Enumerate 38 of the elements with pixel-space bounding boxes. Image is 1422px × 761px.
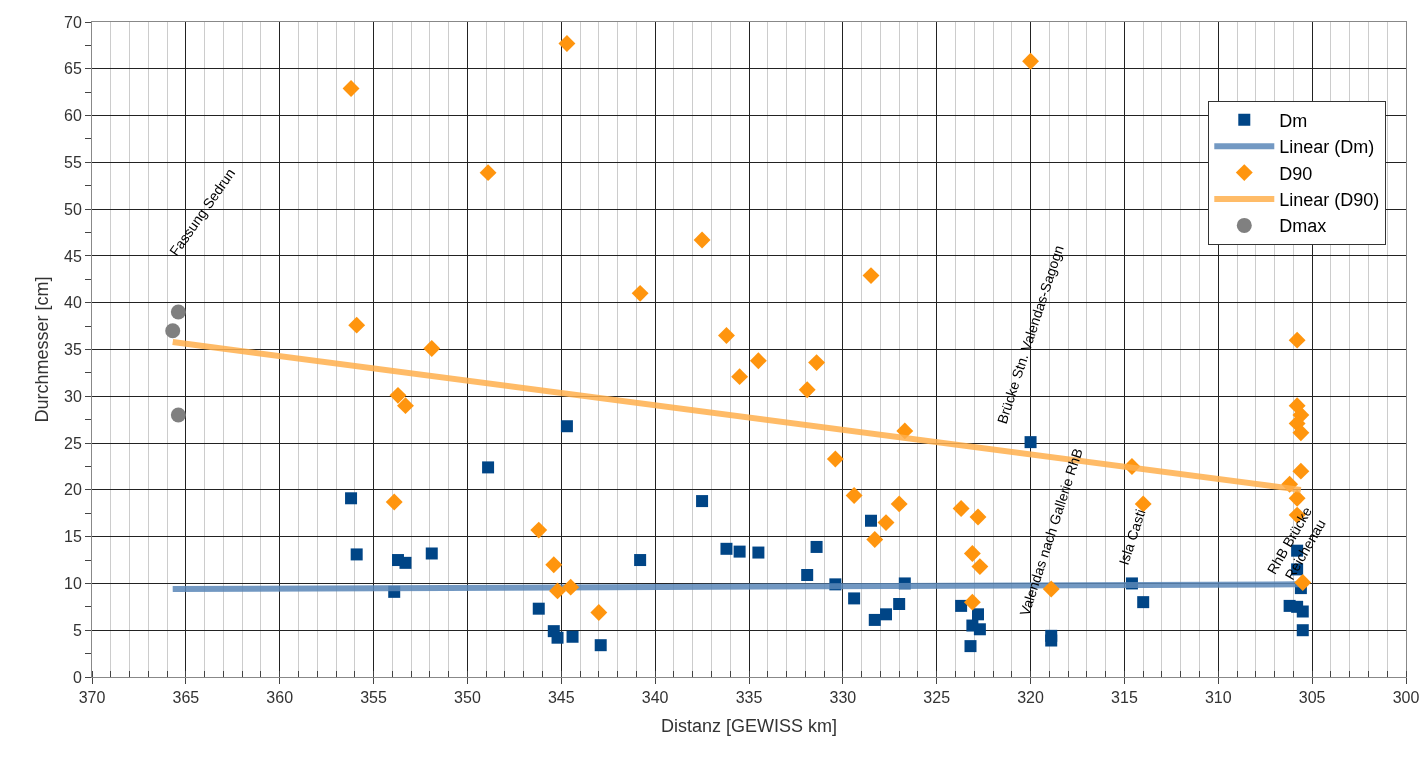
y-tick-label: 55 [64, 153, 82, 171]
y-tick-label: 70 [64, 13, 82, 31]
y-tick-label: 15 [64, 528, 82, 546]
y-tick-label: 0 [72, 668, 82, 686]
legend-label: D90 [1279, 163, 1313, 184]
y-tick-label: 30 [64, 387, 82, 405]
x-axis-title: Distanz [GEWISS km] [660, 716, 838, 737]
x-tick-label: 335 [735, 689, 763, 707]
x-tick-label: 315 [1111, 689, 1138, 707]
y-tick-label: 20 [64, 481, 82, 499]
y-tick-label: 35 [64, 341, 82, 359]
x-tick-label: 330 [829, 689, 857, 707]
x-tick-label: 300 [1392, 689, 1420, 707]
x-tick-label: 310 [1204, 689, 1232, 707]
x-tick-label: 325 [923, 689, 951, 707]
y-tick-label: 60 [64, 107, 82, 125]
y-tick-label: 25 [64, 434, 82, 452]
legend-label: Linear (D90) [1279, 190, 1380, 211]
x-tick-label: 345 [547, 689, 575, 707]
legend-label: Dmax [1279, 216, 1327, 237]
y-tick-label: 5 [72, 621, 82, 639]
x-tick-label: 370 [78, 689, 106, 707]
x-tick-label: 365 [172, 689, 200, 707]
x-tick-label: 340 [641, 689, 669, 707]
x-tick-label: 355 [360, 689, 388, 707]
x-tick-label: 305 [1298, 689, 1326, 707]
y-tick-label: 40 [64, 294, 82, 312]
x-tick-label: 320 [1017, 689, 1045, 707]
y-tick-label: 65 [64, 60, 82, 78]
x-tick-label: 350 [454, 689, 481, 707]
x-tick-label: 360 [266, 689, 294, 707]
y-tick-label: 45 [64, 247, 82, 265]
y-axis-title: Durchmesser [cm] [32, 276, 53, 423]
legend-label: Dm [1279, 110, 1308, 131]
legend-label: Linear (Dm) [1279, 137, 1375, 158]
annotation: Isla Casti [1115, 507, 1149, 567]
y-tick-label: 50 [64, 200, 82, 218]
y-tick-label: 10 [64, 575, 82, 593]
